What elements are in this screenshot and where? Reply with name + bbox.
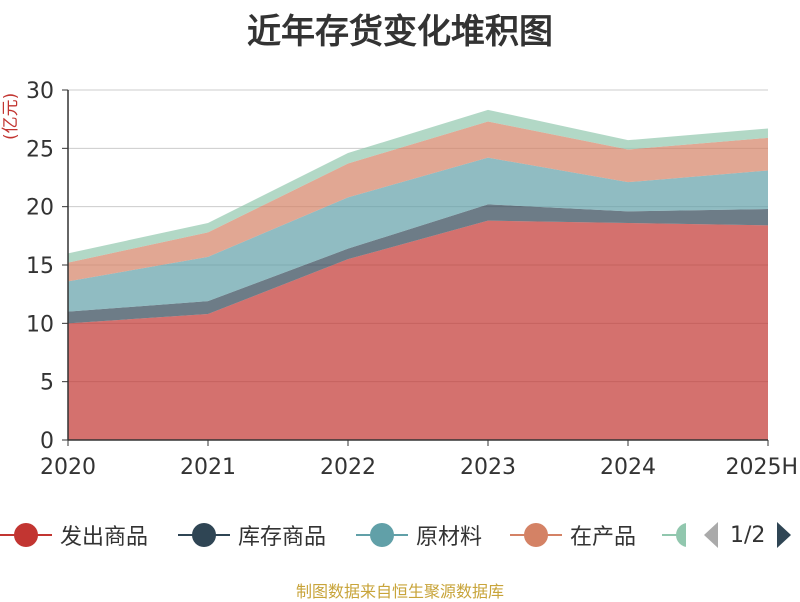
legend-pager: 1/2 [700,513,795,557]
legend-item-faqu[interactable]: 发出商品 [0,513,148,557]
y-tick-label: 10 [26,312,54,337]
area-series-kucun[interactable] [68,204,768,324]
legend-line [662,534,686,536]
legend-dot [14,523,38,547]
y-tick-label: 20 [26,196,54,221]
x-tick-label: 2025H [725,455,798,480]
legend-dot [524,523,548,547]
legend-dot [676,523,686,547]
legend-swatch-yuancailiao-icon [356,513,408,557]
chart-title: 近年存货变化堆积图 [247,12,553,52]
legend-prev-icon[interactable] [700,520,722,550]
legend-dot [192,523,216,547]
x-tick-label: 2020 [40,455,96,480]
y-tick-label: 30 [26,79,54,104]
y-tick-label: 15 [26,254,54,279]
stacked-areas [68,109,768,440]
y-tick-label: 25 [26,137,54,162]
source-note: 制图数据来自恒生聚源数据库 [295,582,504,601]
legend-next-icon[interactable] [773,520,795,550]
legend-item-yuancailiao[interactable]: 原材料 [356,513,482,557]
x-tick-label: 2023 [460,455,516,480]
legend-page-indicator: 1/2 [730,522,766,548]
legend-label: 原材料 [416,525,483,550]
legend-item-kucun[interactable]: 库存商品 [178,513,326,557]
legend-item-partial[interactable] [662,513,686,557]
x-tick-label: 2024 [600,455,656,480]
legend-label: 在产品 [570,525,637,550]
y-tick-label: 5 [40,371,54,396]
y-tick-label: 0 [40,429,54,454]
legend-swatch-faqu-icon [0,513,52,557]
area-series-fifth[interactable] [68,109,768,263]
legend-swatch-zaichanpin-icon [510,513,562,557]
legend: 发出商品 库存商品 原材料 在产品 1/2 [0,513,800,557]
area-series-zaichanpin[interactable] [68,121,768,282]
legend-dot [370,523,394,547]
x-tick-label: 2021 [180,455,236,480]
legend-label: 发出商品 [60,525,149,550]
legend-item-zaichanpin[interactable]: 在产品 [510,513,636,557]
legend-swatch-kucun-icon [178,513,230,557]
tick-labels: 0 5 10 15 20 25 30 2020 2021 2022 2023 2024 2025H [26,79,798,480]
legend-label: 库存商品 [238,525,327,550]
x-tick-label: 2022 [320,455,376,480]
area-series-yuancailiao[interactable] [68,157,768,312]
legend-swatch-partial-icon [662,513,686,557]
axes [62,89,769,446]
area-series-faqu[interactable] [68,220,768,440]
